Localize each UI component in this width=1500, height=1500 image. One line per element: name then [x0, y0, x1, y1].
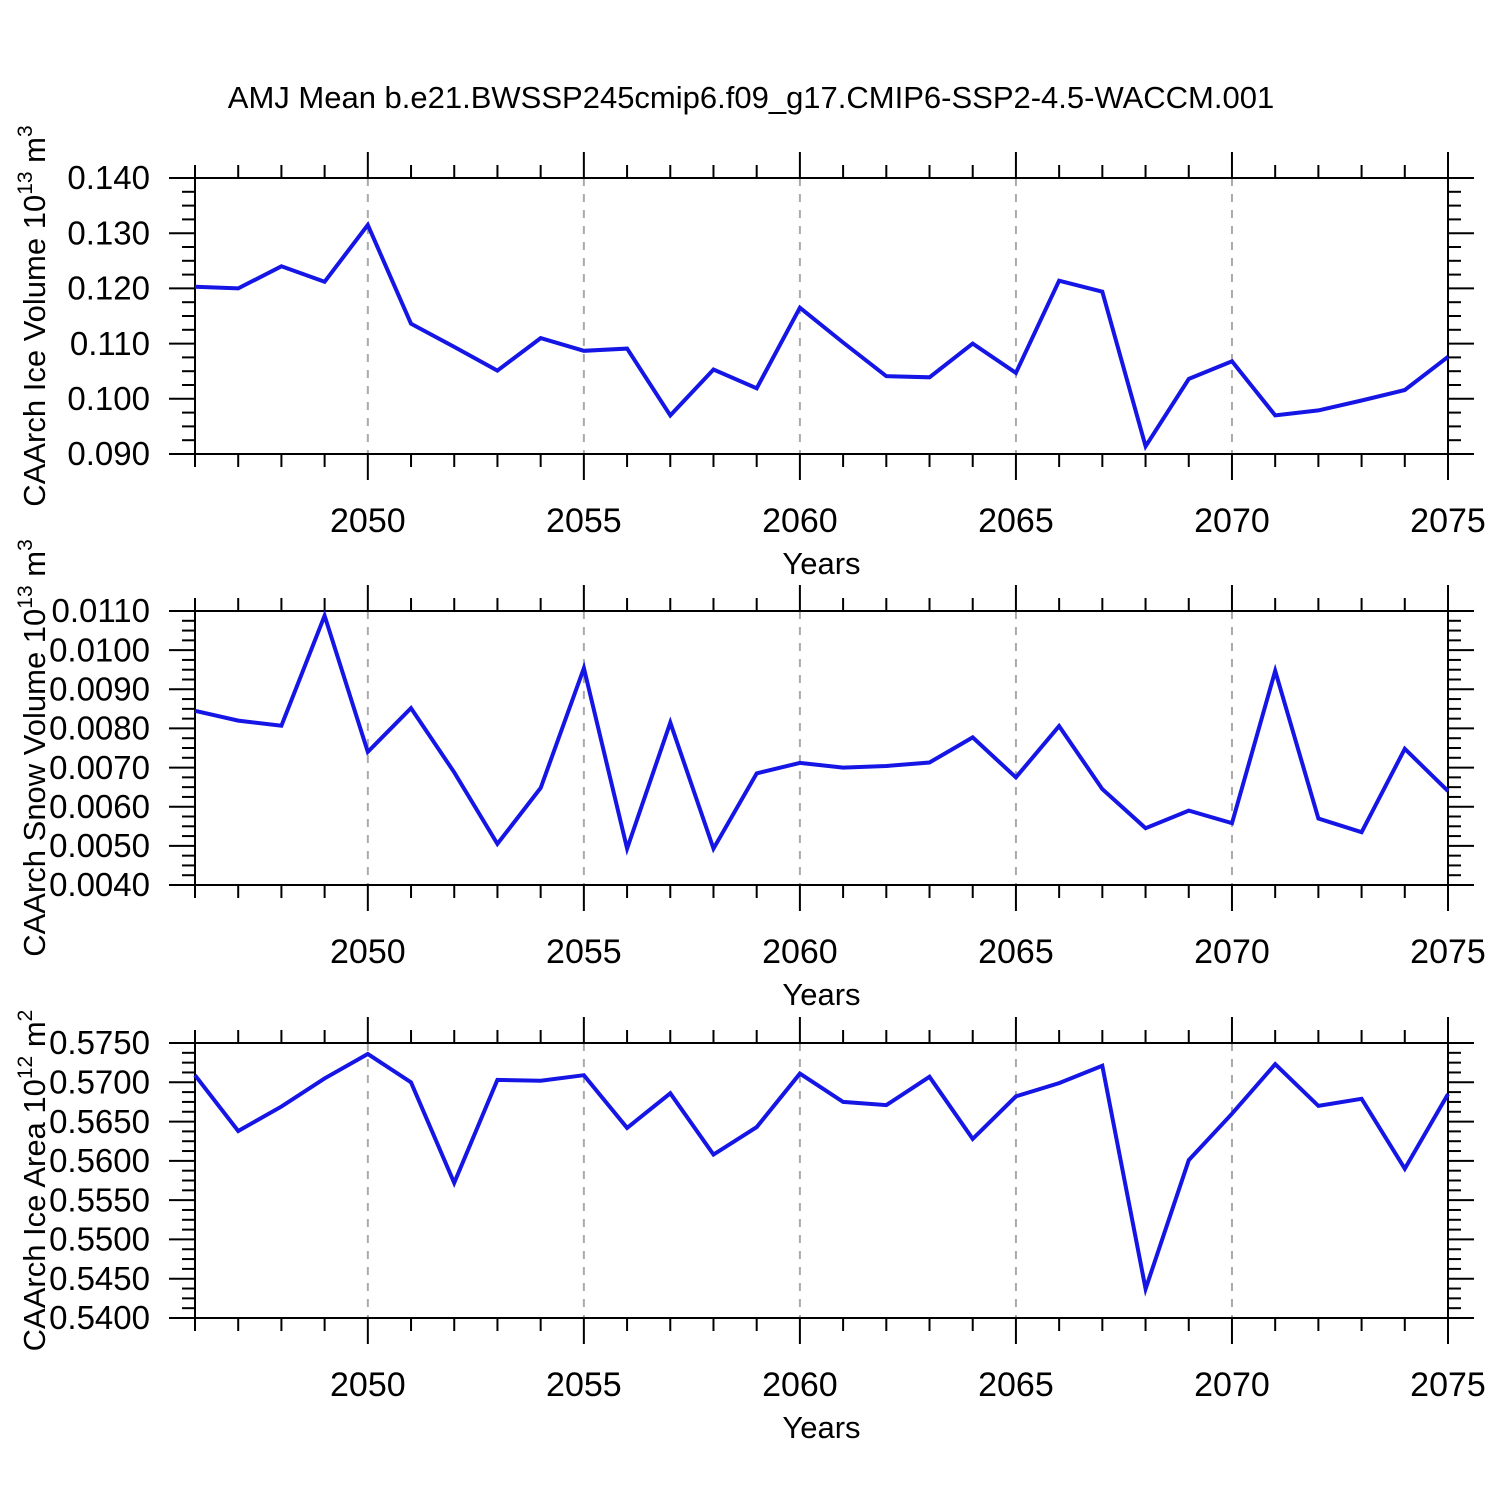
plot-box	[194, 177, 1449, 455]
y-tick-label: 0.0070	[49, 749, 150, 786]
axis-ticks	[169, 585, 1474, 911]
x-tick-label: 2055	[546, 502, 622, 540]
y-tick-label: 0.5500	[49, 1221, 150, 1258]
y-tick-label: 0.5450	[49, 1260, 150, 1297]
x-tick-label: 2070	[1194, 933, 1270, 971]
axis-ticks	[169, 1017, 1474, 1344]
plot-box	[194, 610, 1449, 886]
y-tick-label: 0.5400	[49, 1299, 150, 1336]
x-tick-label: 2055	[546, 933, 622, 971]
x-tick-label: 2060	[762, 502, 838, 540]
data-line-ice-area	[193, 1051, 1450, 1297]
x-axis-title: Years	[782, 1410, 860, 1445]
axis-ticks	[169, 152, 1474, 480]
x-tick-label: 2050	[330, 502, 406, 540]
panels-group: 0.090 0.100 0.110 0.120 0.130 0.140 2050 2055 20…	[14, 125, 1486, 1445]
y-tick-label: 0.5700	[49, 1064, 150, 1101]
y-tick-label: 0.130	[67, 214, 150, 251]
x-tick-label: 2070	[1194, 502, 1270, 540]
y-tick-label: 0.140	[67, 159, 150, 196]
y-tick-label: 0.0110	[52, 592, 150, 629]
x-tick-label: 2075	[1410, 502, 1486, 540]
panel-ice-volume: 0.090 0.100 0.110 0.120 0.130 0.140 2050 2055 20…	[14, 125, 1486, 581]
y-tick-label: 0.5600	[49, 1142, 150, 1179]
y-tick-label: 0.090	[67, 435, 150, 472]
y-tick-label: 0.0090	[49, 671, 150, 708]
y-tick-label: 0.0060	[49, 788, 150, 825]
x-axis-title: Years	[782, 977, 860, 1012]
panel-snow-volume: 0.00400.00500.00600.00700.00800.00900.01…	[14, 539, 1486, 1012]
x-tick-label: 2065	[978, 502, 1054, 540]
x-tick-label: 2055	[546, 1366, 622, 1404]
y-axis-title: CAArch Ice Area 1012 m2	[14, 1010, 52, 1352]
y-tick-label: 0.100	[67, 380, 150, 417]
x-tick-label: 2075	[1410, 1366, 1486, 1404]
x-tick-label: 2060	[762, 1366, 838, 1404]
y-tick-label: 0.5550	[49, 1181, 150, 1218]
x-axis-title: Years	[782, 546, 860, 581]
y-tick-label: 0.0050	[49, 827, 150, 864]
panel-ice-area: 0.54000.54500.55000.55500.56000.56500.57…	[14, 1010, 1486, 1445]
data-line-ice-volume	[194, 220, 1450, 452]
y-tick-label: 0.120	[67, 270, 150, 307]
y-axis-title: CAArch Snow Volume 1013 m3	[14, 539, 52, 957]
x-tick-label: 2050	[330, 933, 406, 971]
x-tick-label: 2060	[762, 933, 838, 971]
data-line-snow-volume	[194, 609, 1450, 856]
x-tick-label: 2050	[330, 1366, 406, 1404]
x-tick-label: 2075	[1410, 933, 1486, 971]
y-tick-label: 0.110	[70, 325, 150, 362]
y-tick-label: 0.0080	[49, 710, 150, 747]
y-tick-label: 0.5750	[49, 1024, 150, 1061]
chart-title: AMJ Mean b.e21.BWSSP245cmip6.f09_g17.CMI…	[228, 80, 1274, 115]
y-tick-label: 0.5650	[49, 1103, 150, 1140]
x-tick-label: 2070	[1194, 1366, 1270, 1404]
y-tick-label: 0.0100	[49, 631, 150, 668]
y-tick-label: 0.0040	[49, 866, 150, 903]
x-tick-label: 2065	[978, 1366, 1054, 1404]
y-axis-title: CAArch Ice Volume 1013 m3	[14, 125, 52, 506]
x-tick-label: 2065	[978, 933, 1054, 971]
